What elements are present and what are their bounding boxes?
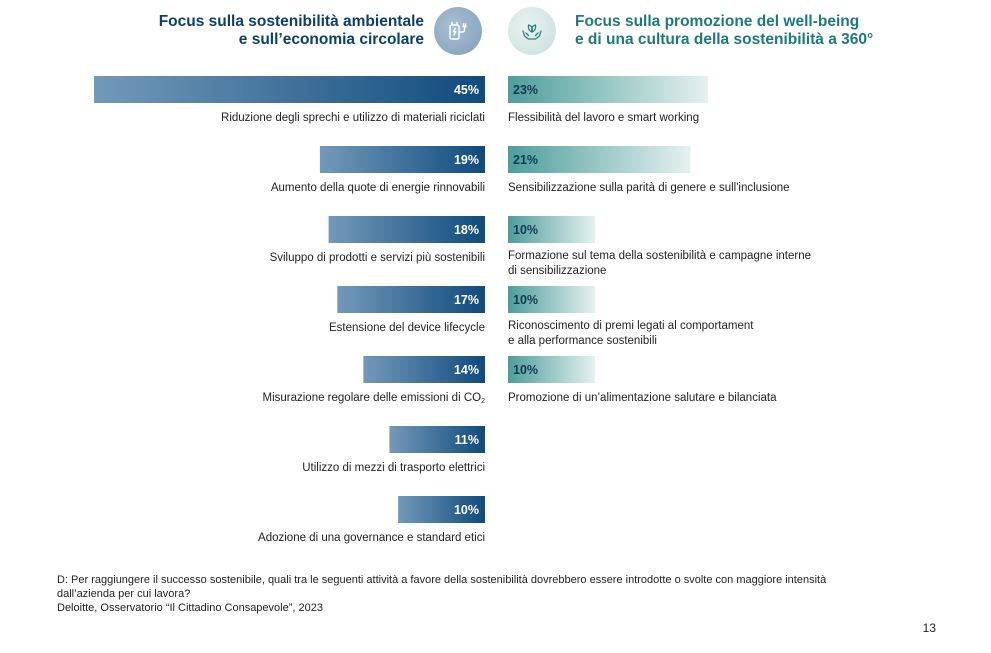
left-category-label: Riduzione degli sprechi e utilizzo di ma… [221, 112, 485, 124]
left-category-label: Aumento della quote di energie rinnovabi… [270, 182, 485, 194]
right-category-label: Sensibilizzazione sulla parità di genere… [508, 182, 790, 194]
right-section-title: Focus sulla promozione del well-being e … [575, 13, 955, 49]
right-label-line: e alla performance sostenibili [508, 335, 657, 347]
ev-charging-plug-icon [434, 7, 482, 55]
left-category-label: Adozione di una governance e standard et… [258, 532, 485, 544]
left-bar [94, 76, 485, 103]
right-bar [508, 76, 708, 103]
left-bar [398, 496, 485, 523]
left-bar [337, 286, 485, 313]
footnote: D: Per raggiungere il successo sostenibi… [57, 573, 907, 615]
left-category-label: Misurazione regolare delle emissioni di … [65, 391, 485, 409]
right-category-label: Promozione di un’alimentazione salutare … [508, 392, 777, 404]
left-bar-value-label: 45% [454, 83, 479, 97]
left-bar-value-label: 17% [454, 293, 479, 307]
page-number: 13 [922, 621, 936, 635]
right-bar-value-label: 21% [513, 153, 538, 167]
left-section-title: Focus sulla sostenibilità ambientale e s… [94, 13, 424, 49]
right-bar [508, 286, 595, 313]
right-category-label: Flessibilità del lavoro e smart working [508, 112, 700, 124]
co2-subscript: 2 [481, 398, 485, 405]
right-bar [508, 146, 691, 173]
right-title-line1: Focus sulla promozione del well-being [575, 13, 860, 30]
left-bar [389, 426, 485, 453]
left-bar [319, 146, 485, 173]
left-bar-value-label: 14% [454, 363, 479, 377]
right-label-line: di sensibilizzazione [508, 265, 607, 277]
right-category-label: Formazione sul tema della sostenibilità … [508, 249, 868, 279]
right-bar [508, 216, 595, 243]
left-bar-value-label: 18% [454, 223, 479, 237]
left-bar-value-label: 11% [455, 433, 479, 447]
right-bar-value-label: 10% [513, 223, 538, 237]
right-category-label: Riconoscimento di premi legati al compor… [508, 319, 868, 349]
question-line: D: Per raggiungere il successo sostenibi… [57, 574, 827, 586]
right-bar-value-label: 10% [513, 363, 538, 377]
co2-label-text: Misurazione regolare delle emissioni di … [262, 392, 482, 404]
left-category-label: Estensione del device lifecycle [329, 322, 485, 334]
left-bar-group: 45% 19% 18% 17% 14% 11% 10% [94, 76, 485, 523]
right-label-line: Riconoscimento di premi legati al compor… [508, 320, 754, 332]
right-bar [508, 356, 595, 383]
left-bar-value-label: 19% [454, 153, 479, 167]
left-title-line2: e sull’economia circolare [238, 31, 424, 48]
right-bar-group: 23% 21% 10% 10% 10% [508, 76, 708, 383]
left-bar [363, 356, 485, 383]
right-title-line2: e di una cultura della sostenibilità a 3… [575, 31, 874, 48]
right-bar-value-label: 10% [513, 293, 538, 307]
hands-holding-leaf-icon [508, 7, 556, 55]
left-category-label: Sviluppo di prodotti e servizi più soste… [269, 252, 485, 264]
left-category-label: Utilizzo di mezzi di trasporto elettrici [302, 462, 485, 474]
right-bar-value-label: 23% [513, 83, 538, 97]
question-line: dall’azienda per cui lavora? [57, 588, 191, 600]
left-bar [328, 216, 485, 243]
source-line: Deloitte, Osservatorio “Il Cittadino Con… [57, 602, 323, 614]
right-label-line: Formazione sul tema della sostenibilità … [508, 250, 811, 262]
left-bar-value-label: 10% [454, 503, 479, 517]
left-title-line1: Focus sulla sostenibilità ambientale [158, 13, 424, 30]
